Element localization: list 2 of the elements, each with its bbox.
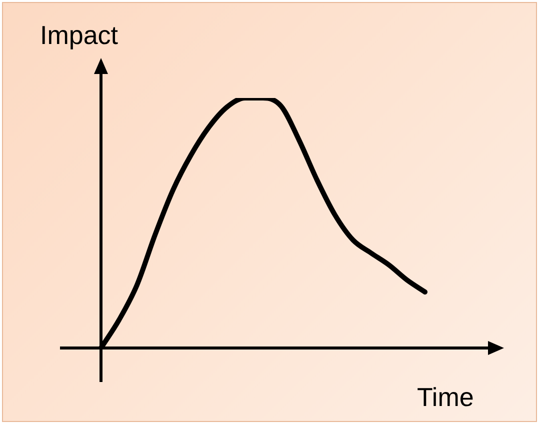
x-axis-title: Time: [417, 382, 474, 413]
y-axis-title: Impact: [40, 20, 118, 51]
